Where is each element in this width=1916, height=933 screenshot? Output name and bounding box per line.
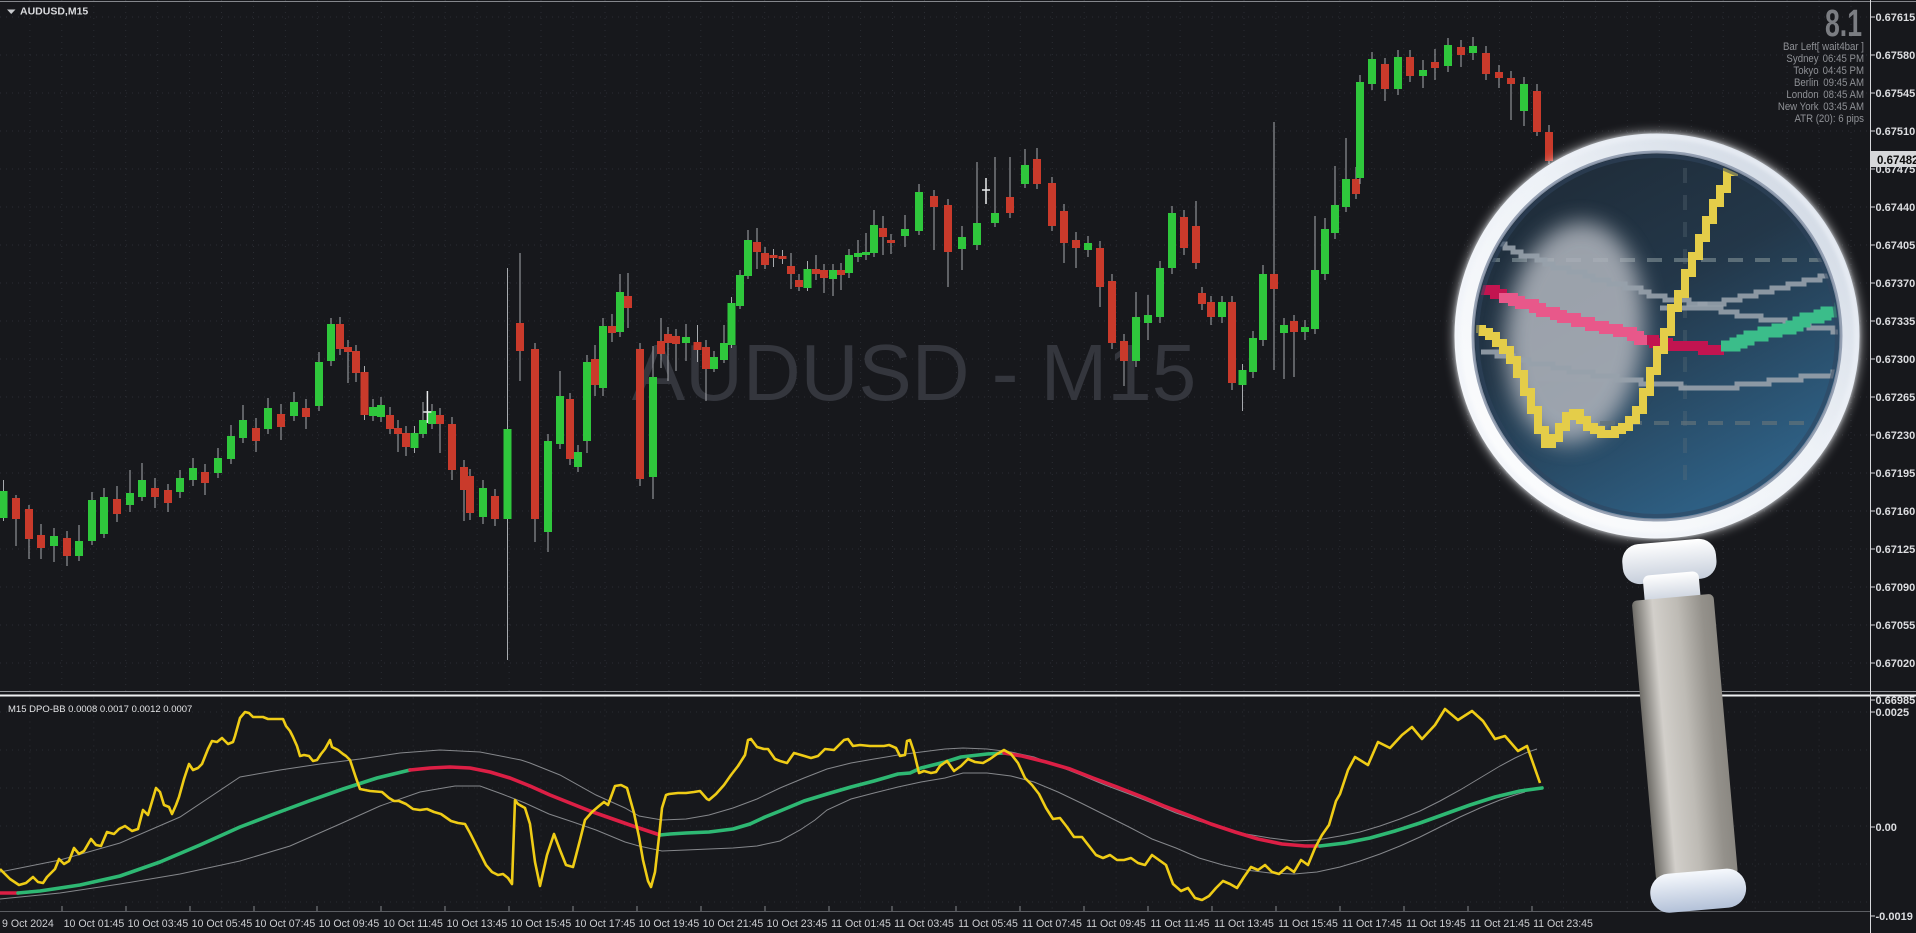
svg-text:M15 DPO-BB 0.0008 0.0017 0.001: M15 DPO-BB 0.0008 0.0017 0.0012 0.0007 (8, 704, 192, 715)
svg-text:10 Oct 23:45: 10 Oct 23:45 (767, 918, 828, 930)
svg-text:0.67090: 0.67090 (1876, 582, 1916, 594)
svg-text:0.67615: 0.67615 (1876, 12, 1916, 24)
svg-text:11 Oct 01:45: 11 Oct 01:45 (831, 918, 891, 930)
svg-text:10 Oct 05:45: 10 Oct 05:45 (192, 918, 253, 930)
svg-text:10 Oct 07:45: 10 Oct 07:45 (255, 918, 316, 930)
svg-text:10 Oct 09:45: 10 Oct 09:45 (319, 918, 380, 930)
svg-text:09:45 AM: 09:45 AM (1823, 76, 1864, 89)
svg-text:0.67160: 0.67160 (1876, 506, 1916, 518)
svg-text:0.67230: 0.67230 (1876, 430, 1916, 442)
svg-text:0.67335: 0.67335 (1876, 316, 1916, 328)
svg-text:08:45 AM: 08:45 AM (1823, 88, 1864, 101)
svg-text:11 Oct 19:45: 11 Oct 19:45 (1406, 918, 1466, 930)
svg-text:0.67482: 0.67482 (1877, 155, 1916, 167)
svg-text:9 Oct 2024: 9 Oct 2024 (2, 918, 54, 930)
svg-text:11 Oct 11:45: 11 Oct 11:45 (1150, 918, 1209, 930)
svg-text:0.67125: 0.67125 (1876, 544, 1916, 556)
svg-text:10 Oct 01:45: 10 Oct 01:45 (64, 918, 125, 930)
svg-text:ATR (20): 6 pips: ATR (20): 6 pips (1794, 112, 1864, 125)
svg-text:11 Oct 21:45: 11 Oct 21:45 (1470, 918, 1530, 930)
svg-text:-0.0019: -0.0019 (1876, 911, 1913, 923)
svg-text:10 Oct 15:45: 10 Oct 15:45 (511, 918, 572, 930)
svg-text:Tokyo: Tokyo (1793, 64, 1818, 77)
svg-text:10 Oct 03:45: 10 Oct 03:45 (128, 918, 189, 930)
svg-text:0.67020: 0.67020 (1876, 658, 1916, 670)
svg-text:0.67580: 0.67580 (1876, 50, 1916, 62)
svg-text:0.67405: 0.67405 (1876, 240, 1916, 252)
svg-text:10 Oct 13:45: 10 Oct 13:45 (447, 918, 508, 930)
svg-text:Berlin: Berlin (1794, 76, 1819, 89)
svg-text:11 Oct 13:45: 11 Oct 13:45 (1214, 918, 1274, 930)
svg-text:0.66985: 0.66985 (1876, 695, 1916, 707)
svg-text:0.67545: 0.67545 (1876, 88, 1916, 100)
svg-text:0.67055: 0.67055 (1876, 620, 1916, 632)
svg-text:0.67510: 0.67510 (1876, 126, 1916, 138)
svg-text:11 Oct 05:45: 11 Oct 05:45 (958, 918, 1018, 930)
svg-text:0.67300: 0.67300 (1876, 354, 1916, 366)
svg-text:11 Oct 17:45: 11 Oct 17:45 (1342, 918, 1402, 930)
svg-text:Bar Left[ wait4bar ]: Bar Left[ wait4bar ] (1783, 40, 1864, 53)
svg-text:10 Oct 11:45: 10 Oct 11:45 (383, 918, 443, 930)
svg-text:11 Oct 09:45: 11 Oct 09:45 (1086, 918, 1146, 930)
svg-text:London: London (1786, 88, 1818, 101)
svg-text:0.67440: 0.67440 (1876, 202, 1916, 214)
svg-text:11 Oct 23:45: 11 Oct 23:45 (1533, 918, 1593, 930)
svg-text:0.67195: 0.67195 (1876, 468, 1916, 480)
svg-text:11 Oct 03:45: 11 Oct 03:45 (894, 918, 954, 930)
svg-text:10 Oct 21:45: 10 Oct 21:45 (703, 918, 764, 930)
svg-text:10 Oct 19:45: 10 Oct 19:45 (639, 918, 700, 930)
svg-text:10 Oct 17:45: 10 Oct 17:45 (575, 918, 636, 930)
svg-text:04:45 PM: 04:45 PM (1823, 64, 1864, 77)
svg-text:AUDUSD,M15: AUDUSD,M15 (20, 6, 88, 18)
svg-text:New York: New York (1778, 100, 1819, 113)
svg-text:0.67265: 0.67265 (1876, 392, 1916, 404)
svg-text:11 Oct 15:45: 11 Oct 15:45 (1278, 918, 1338, 930)
svg-text:0.67370: 0.67370 (1876, 278, 1916, 290)
svg-text:06:45 PM: 06:45 PM (1823, 52, 1864, 65)
svg-text:0.00: 0.00 (1876, 822, 1897, 834)
svg-text:8.1: 8.1 (1825, 3, 1862, 45)
svg-text:11 Oct 07:45: 11 Oct 07:45 (1022, 918, 1082, 930)
svg-text:Sydney: Sydney (1786, 52, 1819, 65)
svg-text:03:45 AM: 03:45 AM (1823, 100, 1864, 113)
svg-text:0.0025: 0.0025 (1876, 707, 1910, 719)
svg-text:AUDUSD - M15: AUDUSD - M15 (632, 328, 1197, 417)
